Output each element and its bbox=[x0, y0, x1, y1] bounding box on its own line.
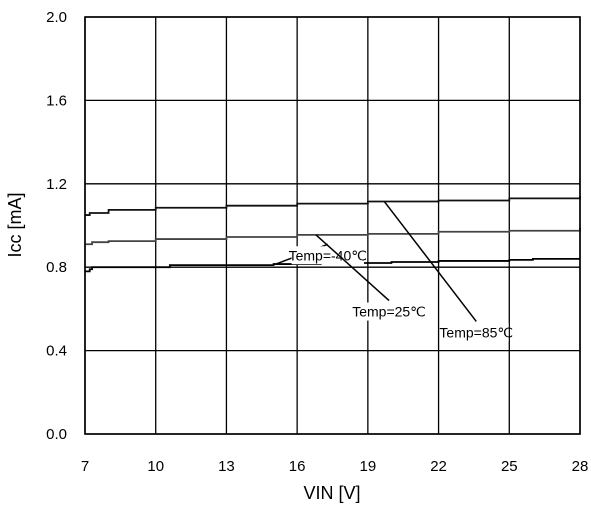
annotations: Temp=-40℃ Temp=25℃ Temp=85℃ bbox=[275, 201, 513, 342]
y-tick-label: 1.6 bbox=[46, 92, 67, 109]
y-tick-label: 1.2 bbox=[46, 176, 67, 193]
annotation-leader-1 bbox=[315, 234, 390, 302]
y-axis-label: Icc [mA] bbox=[5, 192, 25, 257]
x-tick-label: 10 bbox=[147, 458, 164, 475]
annotation-label-0: Temp=-40℃ bbox=[289, 247, 367, 263]
y-tick-label: 0.4 bbox=[46, 343, 67, 360]
y-tick-labels: 0.0 0.4 0.8 1.2 1.6 2.0 bbox=[46, 9, 67, 443]
x-tick-label: 28 bbox=[572, 458, 589, 475]
x-tick-label: 13 bbox=[218, 458, 235, 475]
x-axis-label: VIN [V] bbox=[303, 483, 360, 503]
x-tick-label: 19 bbox=[360, 458, 377, 475]
x-tick-labels: 7 10 13 16 19 22 25 28 bbox=[81, 458, 589, 475]
annotation-label-2: Temp=85℃ bbox=[439, 324, 513, 340]
x-tick-label: 22 bbox=[430, 458, 447, 475]
series-line-1 bbox=[85, 227, 581, 246]
annotation-leader-2 bbox=[383, 201, 477, 322]
y-tick-label: 0.0 bbox=[46, 426, 67, 443]
y-tick-label: 2.0 bbox=[46, 9, 67, 26]
x-tick-label: 16 bbox=[289, 458, 306, 475]
y-tick-label: 0.8 bbox=[46, 259, 67, 276]
annotation-bg-1 bbox=[356, 302, 422, 321]
annotation-bg-2 bbox=[443, 323, 509, 342]
annotation-label-1: Temp=25℃ bbox=[352, 304, 426, 320]
plot-frame bbox=[84, 16, 581, 435]
x-tick-label: 7 bbox=[81, 458, 89, 475]
series-line-2 bbox=[85, 196, 581, 216]
annotation-bg-0 bbox=[291, 246, 364, 265]
x-tick-label: 25 bbox=[501, 458, 518, 475]
